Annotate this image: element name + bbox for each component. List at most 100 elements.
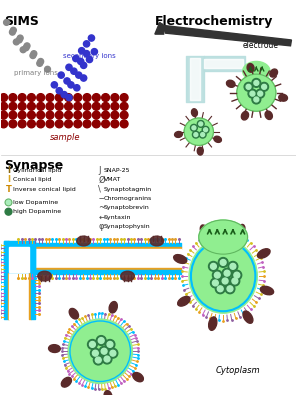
Circle shape	[192, 126, 196, 130]
Circle shape	[0, 111, 8, 119]
Text: Chromogranins: Chromogranins	[104, 196, 152, 201]
Circle shape	[18, 102, 26, 110]
Circle shape	[81, 62, 87, 68]
Circle shape	[111, 94, 119, 102]
Circle shape	[28, 102, 35, 110]
Circle shape	[83, 111, 91, 119]
Circle shape	[232, 270, 242, 280]
Circle shape	[192, 131, 199, 138]
Circle shape	[120, 120, 128, 128]
Circle shape	[215, 272, 220, 278]
Ellipse shape	[69, 308, 78, 319]
Circle shape	[51, 82, 58, 88]
Circle shape	[250, 91, 255, 96]
Ellipse shape	[199, 220, 248, 254]
Ellipse shape	[214, 136, 221, 142]
Ellipse shape	[184, 118, 213, 145]
Circle shape	[105, 340, 115, 349]
Ellipse shape	[265, 111, 272, 120]
Circle shape	[37, 102, 45, 110]
Circle shape	[92, 111, 100, 119]
Circle shape	[92, 94, 100, 102]
Circle shape	[4, 20, 9, 25]
Circle shape	[61, 92, 67, 98]
Circle shape	[0, 102, 8, 110]
Circle shape	[252, 78, 261, 87]
Circle shape	[86, 56, 93, 63]
Circle shape	[256, 89, 265, 98]
Circle shape	[73, 55, 79, 62]
Circle shape	[74, 94, 82, 102]
Circle shape	[98, 338, 104, 344]
Ellipse shape	[121, 271, 134, 281]
Circle shape	[93, 355, 103, 365]
Circle shape	[68, 319, 132, 384]
Text: ‒: ‒	[98, 194, 104, 203]
Circle shape	[102, 94, 109, 102]
Ellipse shape	[38, 271, 52, 281]
Circle shape	[45, 66, 51, 72]
Ellipse shape	[189, 239, 257, 313]
Circle shape	[17, 35, 23, 41]
Circle shape	[234, 272, 240, 278]
Circle shape	[55, 111, 63, 119]
Text: VMAT: VMAT	[104, 178, 122, 182]
Text: Inverse conical lipid: Inverse conical lipid	[13, 187, 76, 192]
Ellipse shape	[61, 377, 72, 387]
Circle shape	[217, 286, 223, 292]
Circle shape	[244, 82, 253, 91]
Circle shape	[258, 91, 263, 96]
Circle shape	[28, 120, 35, 128]
Circle shape	[108, 348, 118, 358]
Ellipse shape	[237, 74, 276, 111]
Circle shape	[212, 270, 222, 280]
Circle shape	[74, 111, 82, 119]
Ellipse shape	[178, 296, 190, 306]
Circle shape	[76, 72, 82, 78]
Circle shape	[9, 111, 17, 119]
Circle shape	[95, 357, 101, 363]
Circle shape	[81, 75, 87, 81]
Circle shape	[30, 53, 36, 58]
Circle shape	[65, 102, 72, 110]
Ellipse shape	[174, 255, 187, 263]
Bar	[4, 241, 35, 272]
Ellipse shape	[175, 132, 182, 138]
Circle shape	[215, 284, 225, 294]
Circle shape	[111, 120, 119, 128]
Circle shape	[96, 336, 106, 345]
Text: sample: sample	[50, 133, 80, 142]
Circle shape	[37, 60, 43, 66]
Text: Synaptophysin: Synaptophysin	[104, 224, 151, 229]
Circle shape	[38, 58, 44, 64]
Text: Electrochemistry: Electrochemistry	[155, 15, 273, 28]
Circle shape	[65, 94, 72, 102]
Circle shape	[120, 111, 128, 119]
Circle shape	[211, 264, 216, 269]
Circle shape	[102, 102, 109, 110]
Circle shape	[55, 120, 63, 128]
Circle shape	[225, 284, 235, 294]
Circle shape	[92, 350, 98, 356]
Text: Ø: Ø	[98, 176, 105, 184]
Ellipse shape	[258, 249, 270, 258]
Circle shape	[0, 94, 8, 102]
Ellipse shape	[241, 112, 248, 120]
Circle shape	[46, 94, 54, 102]
Circle shape	[37, 120, 45, 128]
Ellipse shape	[150, 236, 164, 246]
Circle shape	[83, 41, 90, 47]
Circle shape	[99, 346, 109, 356]
Circle shape	[191, 124, 197, 131]
Text: Syntaxin: Syntaxin	[104, 214, 132, 220]
Circle shape	[71, 68, 77, 74]
Ellipse shape	[243, 62, 270, 81]
Circle shape	[111, 102, 119, 110]
Circle shape	[13, 39, 19, 45]
Text: φ: φ	[98, 222, 104, 231]
Text: primary ions: primary ions	[14, 70, 58, 76]
Circle shape	[9, 102, 17, 110]
Text: Synaptotagmin: Synaptotagmin	[104, 187, 152, 192]
Circle shape	[199, 131, 206, 138]
Circle shape	[66, 94, 72, 101]
